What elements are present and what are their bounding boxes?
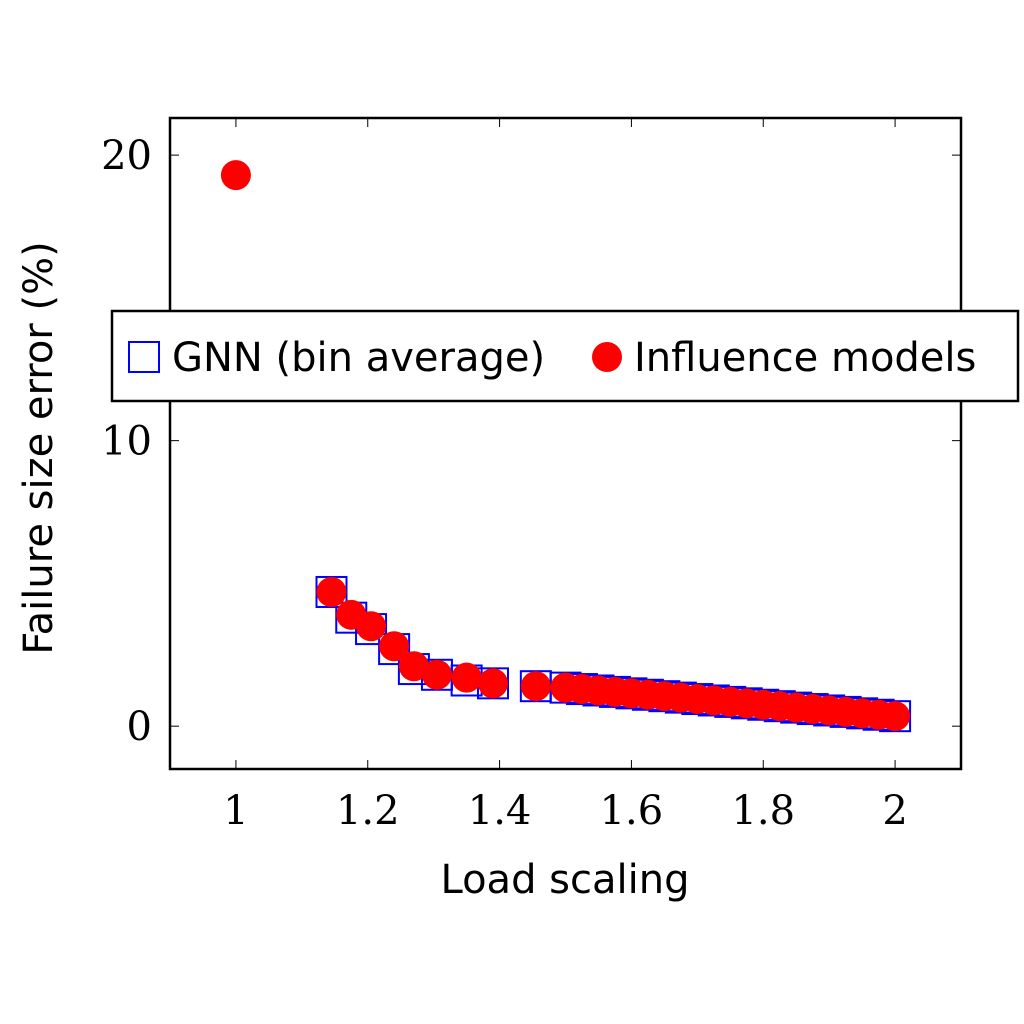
x-axis-label: Load scaling <box>441 857 690 903</box>
influence-point <box>451 662 482 693</box>
influence-point <box>477 668 508 699</box>
legend: GNN (bin average) Influence models <box>110 309 1020 403</box>
legend-marker-influence <box>592 342 622 372</box>
y-axis: 0 10 20 <box>101 133 961 750</box>
series-influence-models <box>220 160 911 732</box>
legend-label-influence: Influence models <box>634 335 976 381</box>
legend-marker-gnn <box>128 341 160 373</box>
plot-frame <box>168 116 963 771</box>
influence-point <box>356 611 387 642</box>
x-tick-label: 1.6 <box>600 788 664 834</box>
y-axis-label: Failure size error (%) <box>16 241 62 654</box>
influence-point <box>220 160 251 191</box>
influence-point <box>316 576 347 607</box>
x-tick-label: 1.8 <box>731 788 795 834</box>
legend-box <box>110 309 1020 403</box>
x-tick-label: 1.2 <box>336 788 400 834</box>
x-tick-label: 2 <box>882 788 907 834</box>
y-tick-label: 10 <box>101 419 152 465</box>
x-tick-label: 1 <box>223 788 248 834</box>
x-axis: 1 1.2 1.4 1.6 1.8 2 <box>223 118 908 834</box>
y-tick-label: 0 <box>127 704 152 750</box>
legend-label-gnn: GNN (bin average) <box>172 335 545 381</box>
influence-point <box>520 671 551 702</box>
x-tick-label: 1.4 <box>468 788 532 834</box>
y-tick-label: 20 <box>101 133 152 179</box>
influence-point <box>398 651 429 682</box>
influence-point <box>421 659 452 690</box>
influence-point <box>379 631 410 662</box>
influence-point <box>880 701 911 732</box>
